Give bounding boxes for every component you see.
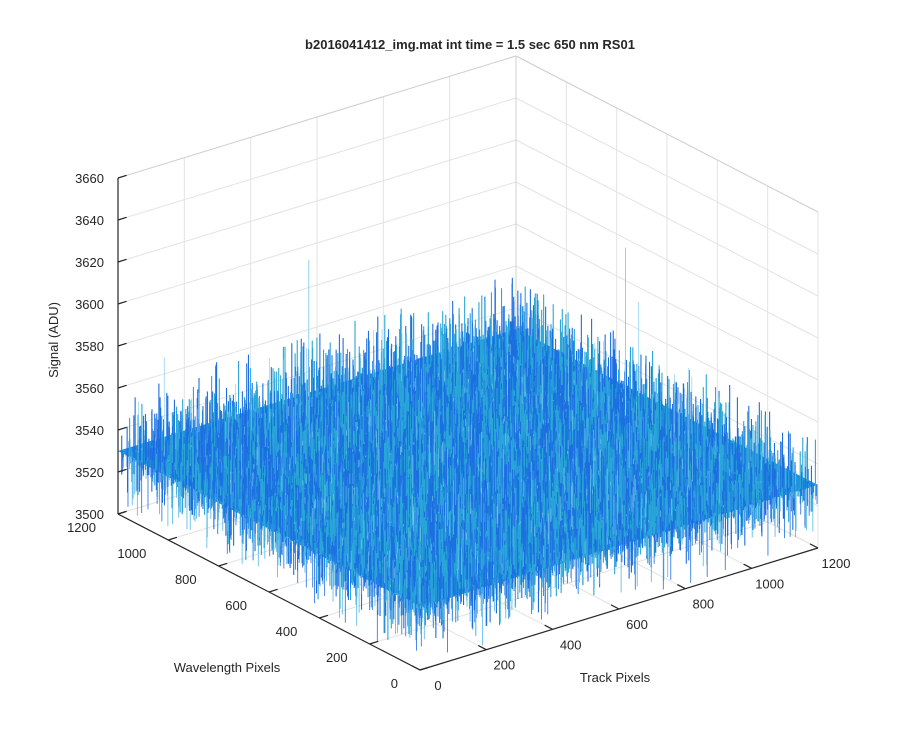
grid-line: [117, 97, 517, 221]
grid-line: [117, 265, 517, 389]
grid-line: [515, 265, 819, 423]
grid-line: [117, 223, 517, 347]
pane-edge: [515, 55, 819, 213]
pane-edge: [117, 55, 517, 179]
grid-line: [515, 97, 819, 255]
grid-line: [117, 181, 517, 305]
surface-mesh: [118, 247, 818, 653]
grid-line: [515, 181, 819, 339]
grid-line: [515, 139, 819, 297]
grid-line: [117, 139, 517, 263]
grid-line: [515, 223, 819, 381]
